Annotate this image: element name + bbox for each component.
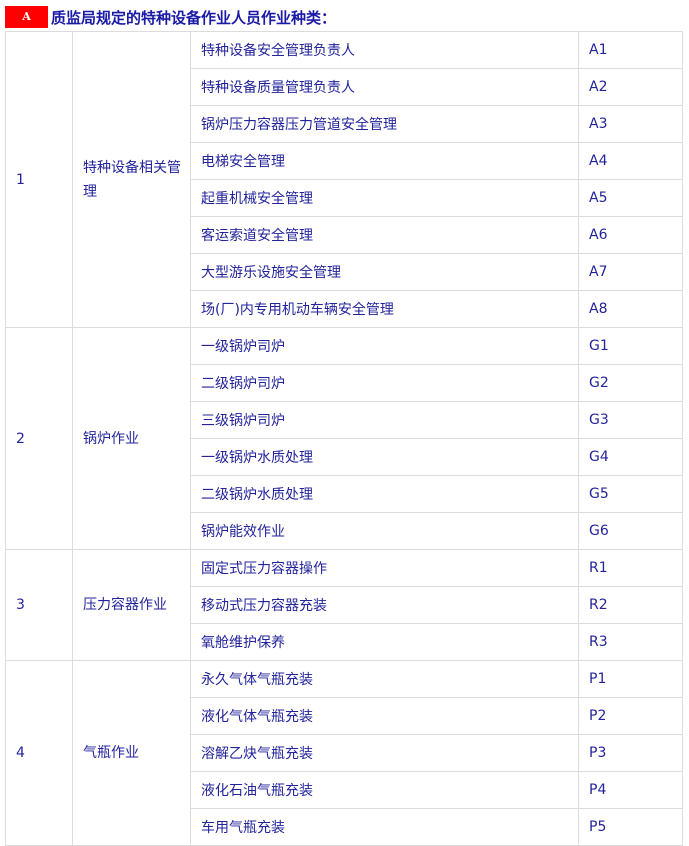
operation-code: A2 [578,68,683,106]
operation-name: 二级锅炉水质处理 [190,475,579,513]
operation-code: A7 [578,253,683,291]
operation-name: 起重机械安全管理 [190,179,579,217]
operation-name: 锅炉能效作业 [190,512,579,550]
table-row: 二级锅炉水质处理 G5 [6,475,683,513]
table-row: 1 特种设备相关管理 特种设备安全管理负责人 A1 [5,31,683,328]
table-row: 氧舱维护保养 R3 [6,623,683,661]
section-title: 质监局规定的特种设备作业人员作业种类： [51,8,337,27]
table-row: 特种设备质量管理负责人 A2 [6,68,683,106]
operation-name: 固定式压力容器操作 [190,549,579,587]
table-row: 液化气体气瓶充装 P2 [6,697,683,735]
table-row: 液化石油气瓶充装 P4 [6,771,683,809]
operation-code: G2 [578,364,683,402]
table-row: 三级锅炉司炉 G3 [6,401,683,439]
operation-code: A3 [578,105,683,143]
group-category: 特种设备相关管理 [72,31,191,328]
operation-name: 氧舱维护保养 [190,623,579,661]
operation-name: 电梯安全管理 [190,142,579,180]
table-row: 3 压力容器作业 固定式压力容器操作 R1 [5,549,683,661]
operation-code: A6 [578,216,683,254]
table-row: 客运索道安全管理 A6 [6,216,683,254]
operation-name: 特种设备质量管理负责人 [190,68,579,106]
group-number: 3 [5,549,73,661]
operation-name: 一级锅炉水质处理 [190,438,579,476]
operation-code: R3 [578,623,683,661]
operation-code: G1 [578,327,683,365]
operation-code: A4 [578,142,683,180]
table-row: 电梯安全管理 A4 [6,142,683,180]
operation-code: P1 [578,660,683,698]
group-category: 锅炉作业 [72,327,191,550]
operation-name: 三级锅炉司炉 [190,401,579,439]
table-row: 移动式压力容器充装 R2 [6,586,683,624]
operation-code: R1 [578,549,683,587]
operation-name: 特种设备安全管理负责人 [190,31,579,69]
operation-code: G3 [578,401,683,439]
operation-name: 大型游乐设施安全管理 [190,253,579,291]
operation-name: 锅炉压力容器压力管道安全管理 [190,105,579,143]
table-row: 二级锅炉司炉 G2 [6,364,683,402]
operation-code: P4 [578,771,683,809]
operation-types-table: 1 特种设备相关管理 特种设备安全管理负责人 A1 特种设备质量管理负责人 A2 锅炉压力容… [5,31,683,846]
operation-code: P3 [578,734,683,772]
table-row: 溶解乙炔气瓶充装 P3 [6,734,683,772]
table-row: 锅炉压力容器压力管道安全管理 A3 [6,105,683,143]
section-heading: A 质监局规定的特种设备作业人员作业种类： [5,6,336,28]
table-row: 2 锅炉作业 一级锅炉司炉 G1 [5,327,683,550]
operation-name: 移动式压力容器充装 [190,586,579,624]
operation-name: 车用气瓶充装 [190,808,579,846]
operation-code: P5 [578,808,683,846]
operation-name: 场(厂)内专用机动车辆安全管理 [190,290,579,328]
table-row: 锅炉能效作业 G6 [6,512,683,550]
operation-name: 二级锅炉司炉 [190,364,579,402]
table-row: 4 气瓶作业 永久气体气瓶充装 P1 [5,660,683,846]
table-row: 场(厂)内专用机动车辆安全管理 A8 [6,290,683,328]
operation-code: P2 [578,697,683,735]
group-number: 4 [5,660,73,846]
operation-name: 溶解乙炔气瓶充装 [190,734,579,772]
operation-code: A5 [578,179,683,217]
group-category: 压力容器作业 [72,549,191,661]
operation-code: A8 [578,290,683,328]
operation-code: G4 [578,438,683,476]
table-row: 大型游乐设施安全管理 A7 [6,253,683,291]
operation-name: 永久气体气瓶充装 [190,660,579,698]
group-category: 气瓶作业 [72,660,191,846]
operation-code: A1 [578,31,683,69]
operation-code: R2 [578,586,683,624]
operation-code: G6 [578,512,683,550]
operation-name: 液化石油气瓶充装 [190,771,579,809]
group-number: 2 [5,327,73,550]
operation-name: 液化气体气瓶充装 [190,697,579,735]
table-row: 起重机械安全管理 A5 [6,179,683,217]
operation-name: 一级锅炉司炉 [190,327,579,365]
operation-name: 客运索道安全管理 [190,216,579,254]
section-badge: A [5,6,48,28]
operation-code: G5 [578,475,683,513]
group-number: 1 [5,31,73,328]
